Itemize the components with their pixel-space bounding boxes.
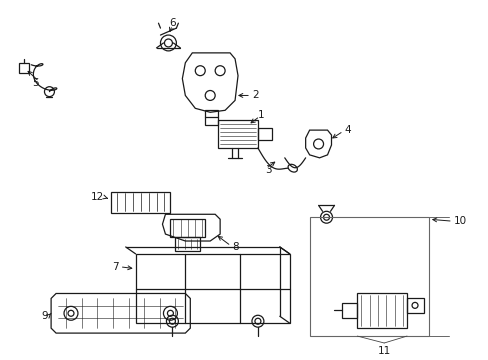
Text: 7: 7 <box>112 262 119 272</box>
Text: 5: 5 <box>33 78 39 87</box>
Text: 10: 10 <box>453 216 466 226</box>
Text: 8: 8 <box>232 242 238 252</box>
Text: 4: 4 <box>344 125 350 135</box>
Text: 9: 9 <box>41 311 48 321</box>
Text: 1: 1 <box>257 110 264 120</box>
Text: 3: 3 <box>264 165 271 175</box>
Text: 12: 12 <box>90 193 103 202</box>
Text: 6: 6 <box>169 18 175 28</box>
Text: 11: 11 <box>377 346 390 356</box>
Text: 2: 2 <box>251 90 258 100</box>
